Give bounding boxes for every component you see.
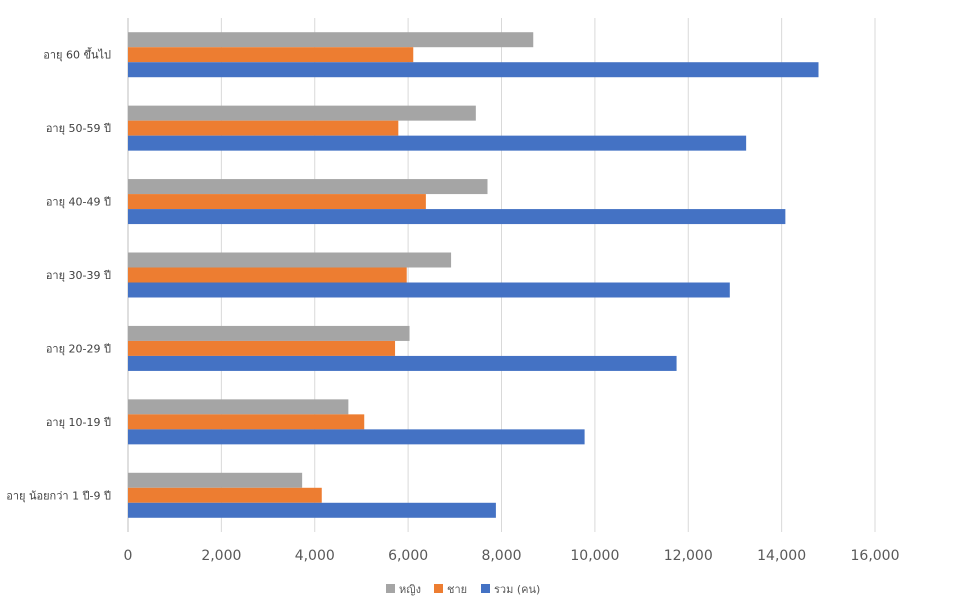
bar bbox=[128, 414, 365, 430]
x-tick-labels: 0 2,000 4,000 6,000 8,000 10,000 12,000 14,000 1… bbox=[124, 548, 900, 564]
category-label: อายุ 60 ขึ้นไป bbox=[43, 47, 111, 62]
bar bbox=[128, 62, 819, 78]
gridlines bbox=[127, 18, 876, 532]
x-tick-label: 0 bbox=[124, 548, 133, 564]
x-tick-label: 2,000 bbox=[201, 548, 241, 564]
category-label: อายุ 20-29 ปี bbox=[46, 342, 111, 355]
legend-swatch bbox=[481, 584, 490, 593]
bar bbox=[128, 252, 452, 268]
bar bbox=[128, 487, 322, 503]
legend-label: ชาย bbox=[447, 583, 467, 596]
legend-label: รวม (คน) bbox=[494, 583, 540, 596]
bars bbox=[128, 32, 819, 518]
x-tick-label: 12,000 bbox=[664, 548, 713, 564]
bar bbox=[128, 399, 349, 415]
bar bbox=[128, 267, 407, 283]
category-label: อายุ 10-19 ปี bbox=[46, 416, 111, 429]
category-label: อายุ 50-59 ปี bbox=[46, 122, 111, 135]
x-tick-label: 4,000 bbox=[295, 548, 335, 564]
x-tick-label: 8,000 bbox=[481, 548, 521, 564]
x-tick-label: 14,000 bbox=[757, 548, 806, 564]
bar bbox=[128, 179, 488, 195]
bar bbox=[128, 32, 534, 48]
category-label: อายุ 40-49 ปี bbox=[46, 196, 111, 209]
x-tick-label: 16,000 bbox=[851, 548, 900, 564]
bar bbox=[128, 120, 399, 136]
x-tick-label: 10,000 bbox=[570, 548, 619, 564]
legend-label: หญิง bbox=[399, 583, 421, 596]
bar bbox=[128, 429, 585, 445]
bar bbox=[128, 105, 476, 121]
x-tick-label: 6,000 bbox=[388, 548, 428, 564]
bar bbox=[128, 194, 426, 210]
bar bbox=[128, 355, 677, 371]
bar bbox=[128, 502, 496, 518]
legend-swatch bbox=[386, 584, 395, 593]
bar bbox=[128, 282, 730, 298]
category-label: อายุ 30-39 ปี bbox=[46, 269, 111, 282]
bar bbox=[128, 209, 786, 225]
bar bbox=[128, 472, 303, 488]
bar bbox=[128, 325, 410, 341]
category-labels: อายุ น้อยกว่า 1 ปี-9 ปี อายุ 10-19 ปี อายุ… bbox=[6, 47, 111, 503]
legend-swatch bbox=[434, 584, 443, 593]
bar bbox=[128, 135, 747, 151]
category-label: อายุ น้อยกว่า 1 ปี-9 ปี bbox=[6, 489, 111, 502]
bar bbox=[128, 47, 414, 63]
legend: หญิง ชาย รวม (คน) bbox=[386, 583, 540, 596]
bar bbox=[128, 340, 396, 356]
